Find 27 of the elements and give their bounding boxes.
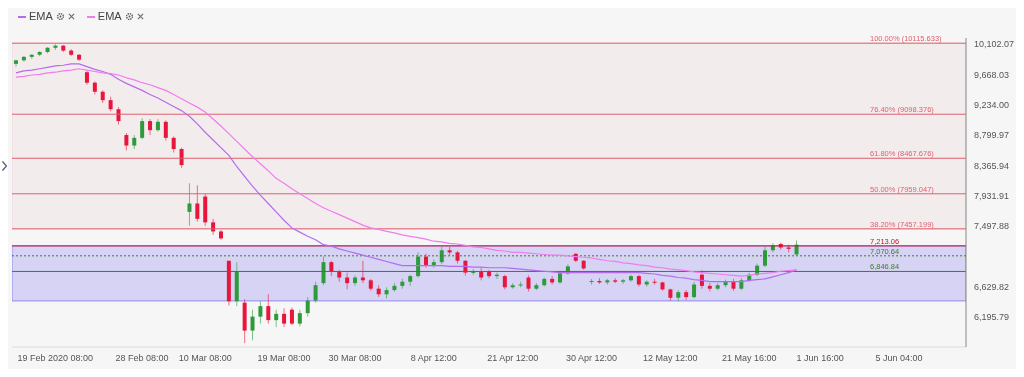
x-tick-label: 19 Feb 2020 08:00 [17,353,94,364]
y-tick-label: 10,102.07 [974,39,1015,50]
x-tick-label: 28 Feb 08:00 [115,353,169,364]
x-tick-label: 12 May 12:00 [643,353,698,364]
y-tick-label: 7,497.88 [974,221,1010,232]
x-tick-label: 1 Jun 16:00 [796,353,844,364]
candlestick [345,272,350,290]
x-tick-label: 10 Mar 08:00 [178,353,232,364]
y-tick-label: 7,931.91 [974,190,1010,201]
y-tick-label: 8,799.97 [974,130,1010,141]
x-tick-label: 21 May 16:00 [721,353,777,364]
y-tick-label: 6,195.79 [974,312,1010,323]
candlestick [353,274,358,287]
y-tick-label: 9,234.00 [974,99,1010,110]
x-tick-label: 30 Mar 08:00 [328,353,382,364]
x-tick-label: 21 Apr 12:00 [487,353,539,364]
y-tick-label: 6,629.82 [974,281,1010,292]
legend-label: EMA [29,10,53,23]
x-tick-label: 5 Jun 04:00 [875,353,923,364]
x-tick-label: 8 Apr 12:00 [410,353,457,364]
x-tick-label: 19 Mar 08:00 [257,353,311,364]
x-tick-label: 30 Apr 12:00 [565,353,618,364]
y-tick-label: 9,668.03 [974,69,1010,80]
candlestick [431,258,436,269]
y-tick-label: 8,365.94 [974,160,1010,171]
candlestick [621,278,626,285]
legend-label: EMA [97,10,122,23]
